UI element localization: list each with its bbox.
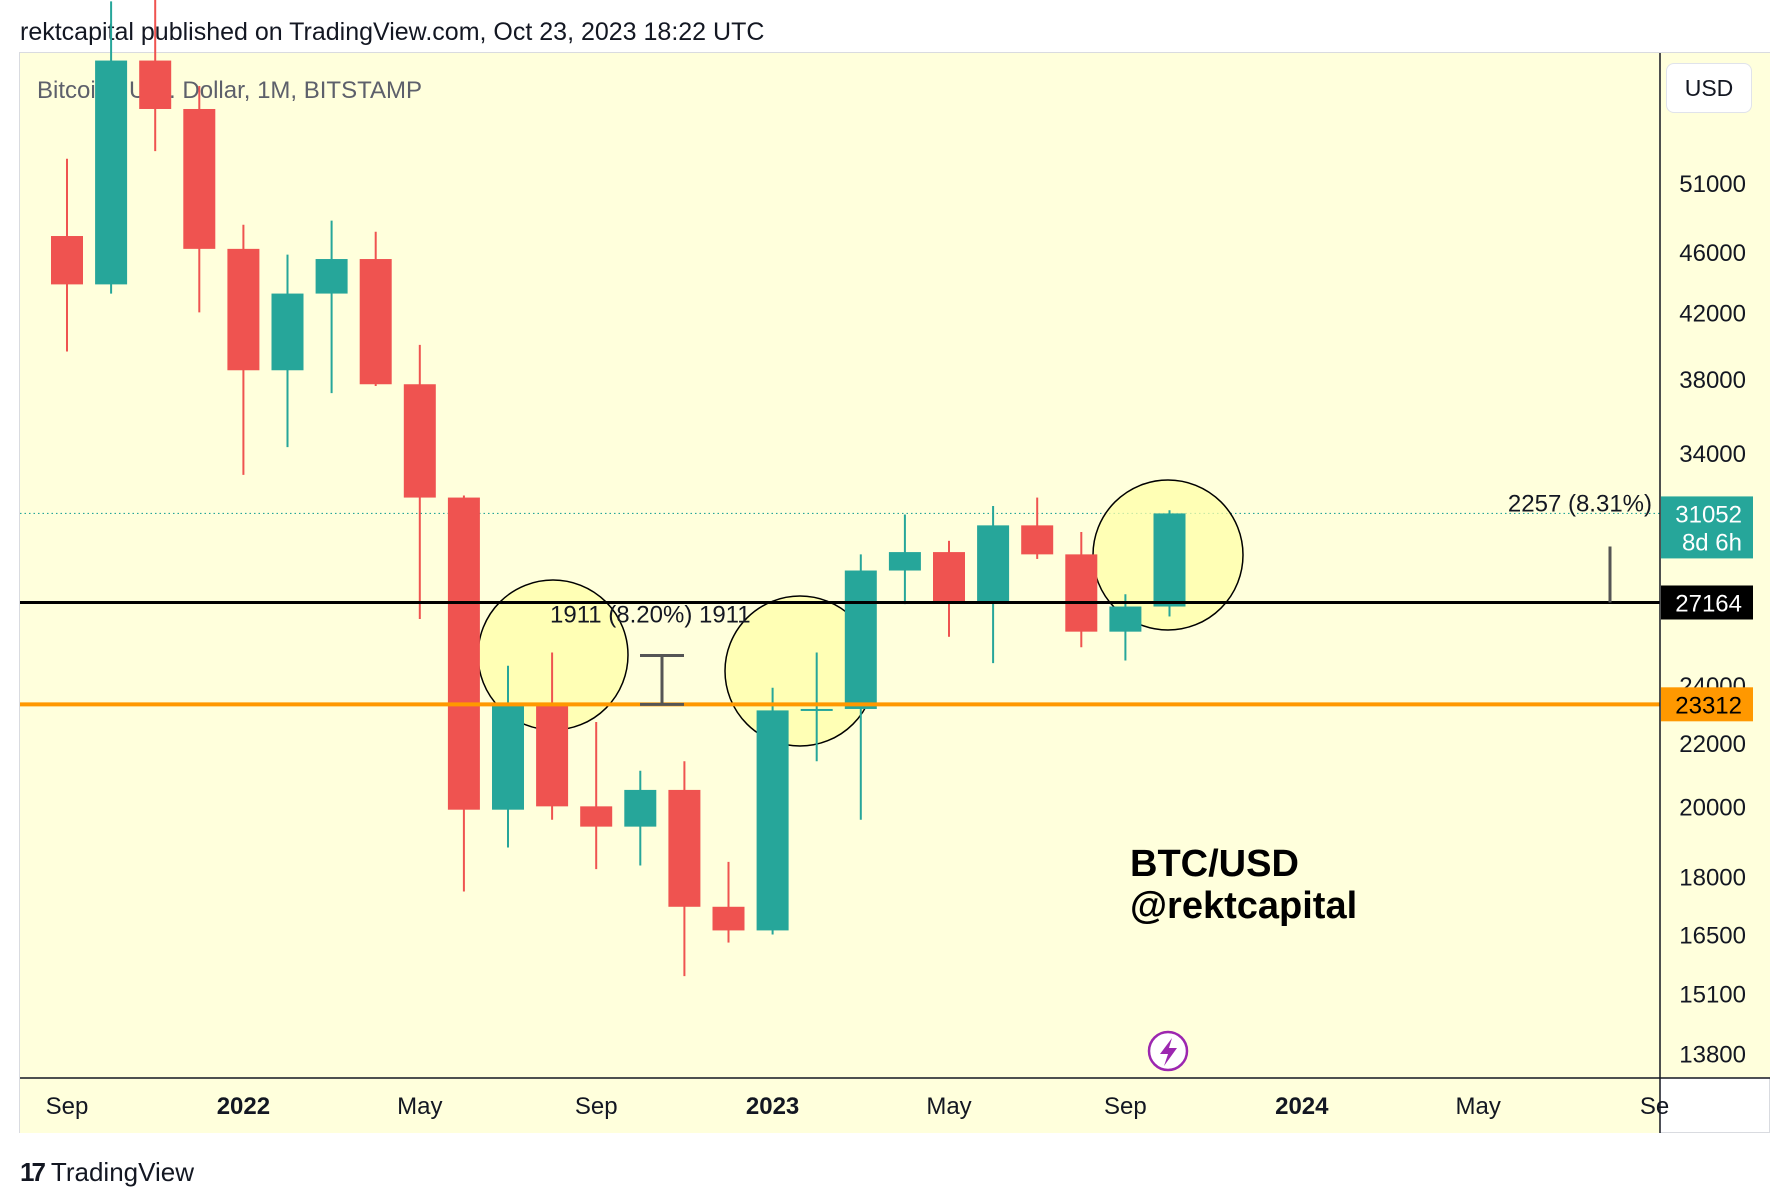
orange-price-tag-bg (1661, 687, 1753, 722)
candle-body (1109, 606, 1142, 632)
x-tick-label: 2022 (217, 1093, 270, 1120)
plot-background (20, 53, 1660, 1078)
lightning-icon-glyph (1160, 1038, 1177, 1066)
x-tick-label: Sep (1104, 1093, 1147, 1120)
candle-body (315, 259, 348, 294)
measurement-label-2: 2257 (8.31%) (1508, 490, 1652, 517)
y-tick-label: 18000 (1679, 865, 1746, 892)
candle-body (492, 704, 524, 810)
candle-body (888, 552, 921, 571)
y-tick-label: 51000 (1679, 171, 1746, 198)
watermark-line1: BTC/USD (1130, 843, 1299, 885)
candle-body (139, 60, 172, 109)
symbol-label: Bitcoin / U.S. Dollar, 1M, BITSTAMP (37, 77, 422, 104)
x-tick-label: May (926, 1093, 971, 1120)
current-price-tag: 31052 (1675, 501, 1742, 528)
measurement-label-1: 1911 (8.20%) 1911 (550, 601, 751, 628)
candle-body (95, 60, 128, 285)
candle-body (1065, 554, 1098, 632)
support-price-tag: 27164 (1675, 590, 1742, 617)
y-tick-label: 13800 (1679, 1041, 1746, 1068)
current-price-tag-bg (1661, 496, 1753, 559)
candle-body (756, 710, 789, 931)
y-tick-label: 15100 (1679, 981, 1746, 1008)
candle-body (624, 789, 657, 827)
x-tick-label: May (397, 1093, 442, 1120)
current-price-tag-sub: 8d 6h (1682, 529, 1742, 556)
y-tick-label: 22000 (1679, 731, 1746, 758)
candle-body (800, 708, 833, 711)
y-tick-label: 34000 (1679, 441, 1746, 468)
candle-body (536, 704, 569, 807)
candle-body (183, 108, 216, 249)
candle-body (977, 525, 1010, 602)
footer: 17 TradingView (20, 1155, 194, 1189)
x-tick-label: 2023 (746, 1093, 799, 1120)
candle-body (227, 248, 260, 371)
candle-body (359, 259, 392, 385)
candle-body (712, 906, 745, 931)
candle-body (1021, 525, 1054, 555)
candle-body (447, 497, 480, 810)
candle-body (668, 789, 701, 907)
candle-body (844, 570, 877, 709)
time-axis-background (20, 1078, 1660, 1133)
candle-body (1153, 513, 1186, 607)
currency-button[interactable]: USD (1666, 63, 1752, 113)
y-tick-label: 16500 (1679, 922, 1746, 949)
candle-body (271, 293, 304, 371)
price-axis-background (1660, 53, 1770, 1078)
candle-body (933, 552, 965, 602)
support-price-tag-bg (1661, 585, 1753, 620)
x-tick-label: May (1456, 1093, 1501, 1120)
y-tick-label: 42000 (1679, 300, 1746, 327)
candle-body (403, 384, 436, 498)
candle-body (51, 236, 83, 285)
y-tick-label: 46000 (1679, 240, 1746, 267)
x-tick-label: 2024 (1275, 1093, 1329, 1120)
watermark-line2: @rektcapital (1130, 885, 1357, 927)
x-tick-label: Se (1640, 1093, 1669, 1120)
candle-body (580, 806, 613, 827)
y-tick-label: 38000 (1679, 367, 1746, 394)
y-tick-label: 20000 (1679, 794, 1746, 821)
x-tick-label: Sep (575, 1093, 618, 1120)
x-tick-label: Sep (46, 1093, 89, 1120)
tradingview-logo-icon: 17 (20, 1156, 46, 1187)
tradingview-brand[interactable]: TradingView (50, 1156, 194, 1187)
orange-price-tag: 23312 (1675, 692, 1742, 719)
publisher-header: rektcapital published on TradingView.com… (20, 18, 765, 46)
